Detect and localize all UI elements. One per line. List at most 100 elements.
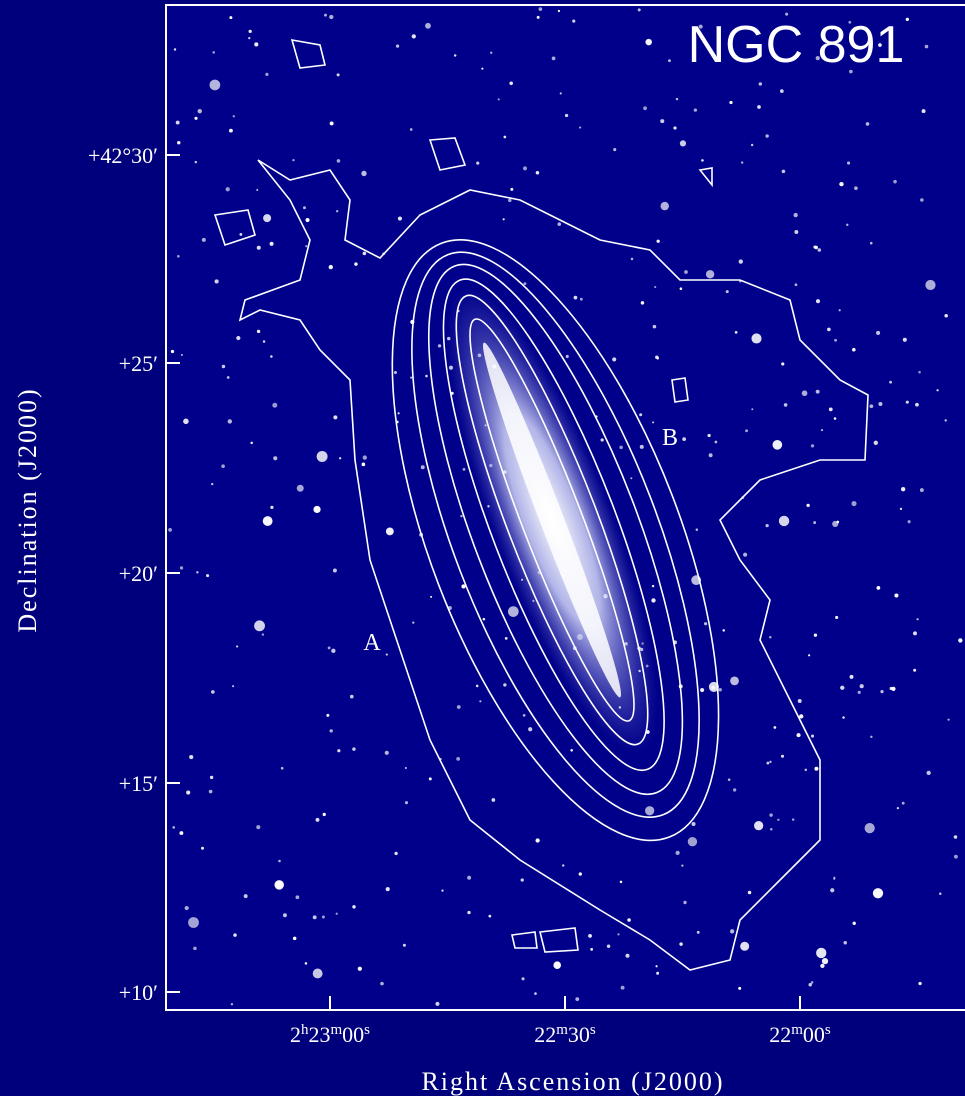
star [811, 981, 814, 984]
star [827, 328, 831, 332]
star [813, 245, 816, 248]
star [944, 314, 948, 318]
star [661, 202, 669, 210]
star [621, 986, 625, 990]
figure: NGC 891 A B Right Ascension (J2000) Decl… [0, 0, 965, 1096]
star [185, 906, 189, 910]
star [467, 876, 471, 880]
star [811, 735, 814, 738]
star [870, 736, 872, 738]
star [704, 622, 707, 625]
annotation: A [363, 630, 381, 656]
star [177, 141, 180, 144]
star [792, 818, 794, 820]
star [297, 485, 304, 492]
star [631, 258, 634, 261]
star [679, 942, 682, 945]
tick-label-part: 23 [308, 1022, 330, 1047]
star [521, 977, 524, 980]
star [657, 240, 660, 243]
star [765, 524, 768, 527]
star [211, 483, 213, 485]
star [814, 767, 818, 771]
star [925, 280, 935, 290]
star [272, 403, 277, 408]
star [394, 852, 397, 855]
star [794, 230, 798, 234]
star [833, 878, 835, 880]
star [283, 913, 287, 917]
star [292, 159, 294, 161]
star [412, 621, 414, 623]
star [337, 159, 341, 163]
star [829, 407, 833, 411]
star [683, 901, 686, 904]
star [625, 954, 629, 958]
star [293, 937, 297, 941]
star [227, 376, 230, 379]
star [728, 778, 731, 781]
star [890, 687, 893, 690]
star [566, 355, 569, 358]
star [457, 705, 461, 709]
star [915, 403, 919, 407]
star [248, 37, 250, 39]
star [572, 20, 575, 23]
star [860, 684, 864, 688]
star [509, 82, 513, 86]
star [806, 504, 809, 507]
star [588, 934, 592, 938]
star [330, 729, 333, 732]
star [236, 645, 238, 647]
star [229, 129, 233, 133]
star [441, 890, 443, 892]
star [336, 913, 338, 915]
star [850, 675, 854, 679]
star [176, 121, 180, 125]
star [759, 82, 762, 85]
star [684, 270, 688, 274]
star [179, 831, 183, 835]
star [476, 685, 479, 688]
star [858, 691, 861, 694]
tick-label-part: 22 [769, 1022, 791, 1047]
star [177, 255, 180, 258]
star [305, 218, 309, 222]
star [481, 68, 483, 70]
star [766, 762, 769, 765]
star [918, 371, 921, 374]
star [816, 390, 820, 394]
star [811, 444, 814, 447]
star [920, 198, 923, 201]
star [889, 381, 892, 384]
star [733, 788, 736, 791]
star [873, 888, 883, 898]
star [926, 771, 930, 775]
star [326, 714, 329, 717]
star [707, 434, 710, 437]
star [655, 965, 657, 967]
tick-label-part: m [556, 1022, 568, 1038]
star [535, 838, 539, 842]
star [913, 631, 917, 635]
star [221, 464, 225, 468]
star [894, 594, 898, 598]
star [918, 982, 921, 985]
star [958, 638, 962, 642]
star [488, 915, 491, 918]
star [188, 917, 199, 928]
star [805, 769, 807, 771]
star [834, 417, 837, 420]
star [660, 119, 664, 123]
star [570, 749, 573, 752]
star [694, 108, 697, 111]
star [215, 279, 219, 283]
star [680, 140, 686, 146]
star [715, 441, 718, 444]
star [676, 851, 680, 855]
star [751, 408, 753, 410]
star [316, 818, 320, 822]
star [726, 290, 729, 293]
star [735, 331, 738, 334]
star [748, 891, 752, 895]
